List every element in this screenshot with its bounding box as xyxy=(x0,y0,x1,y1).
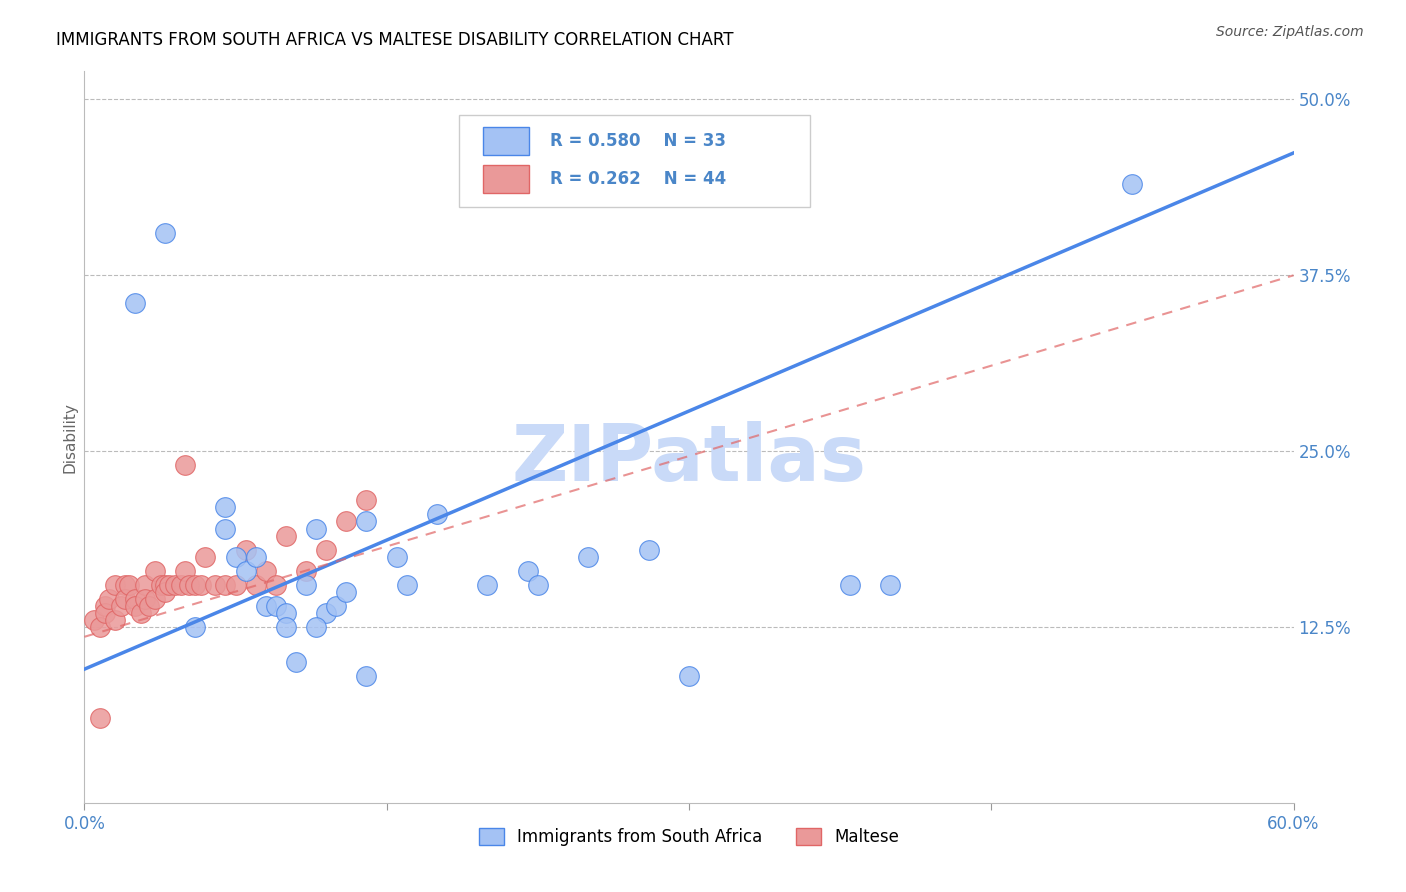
Point xyxy=(305,521,328,535)
Point xyxy=(325,599,347,613)
Point xyxy=(264,578,287,592)
Point xyxy=(129,606,152,620)
Point xyxy=(527,578,550,592)
Point xyxy=(179,578,201,592)
Point xyxy=(516,564,538,578)
Point xyxy=(274,620,297,634)
Point xyxy=(235,564,257,578)
FancyBboxPatch shape xyxy=(484,127,529,154)
Text: ZIPatlas: ZIPatlas xyxy=(512,421,866,497)
Text: IMMIGRANTS FROM SOUTH AFRICA VS MALTESE DISABILITY CORRELATION CHART: IMMIGRANTS FROM SOUTH AFRICA VS MALTESE … xyxy=(56,31,734,49)
Point xyxy=(245,578,267,592)
Point xyxy=(104,613,127,627)
Point xyxy=(356,493,378,508)
Point xyxy=(83,613,105,627)
Point xyxy=(214,521,236,535)
Point xyxy=(138,599,160,613)
Point xyxy=(295,578,318,592)
Point xyxy=(93,606,115,620)
Point xyxy=(637,542,659,557)
Point xyxy=(124,599,146,613)
Text: Source: ZipAtlas.com: Source: ZipAtlas.com xyxy=(1216,25,1364,39)
Point xyxy=(174,564,197,578)
Legend: Immigrants from South Africa, Maltese: Immigrants from South Africa, Maltese xyxy=(472,822,905,853)
Point xyxy=(395,578,418,592)
Point xyxy=(190,578,212,592)
Point xyxy=(149,578,172,592)
Point xyxy=(356,669,378,683)
Point xyxy=(170,578,193,592)
Point xyxy=(477,578,499,592)
Point xyxy=(1121,177,1143,191)
Text: R = 0.262    N = 44: R = 0.262 N = 44 xyxy=(550,169,725,188)
Point xyxy=(426,508,449,522)
Point xyxy=(235,542,257,557)
Point xyxy=(143,564,166,578)
Point xyxy=(214,578,236,592)
Point xyxy=(89,711,111,725)
Y-axis label: Disability: Disability xyxy=(62,401,77,473)
Point xyxy=(254,599,277,613)
Point xyxy=(89,620,111,634)
FancyBboxPatch shape xyxy=(484,165,529,193)
Point xyxy=(153,226,176,240)
Point xyxy=(114,578,136,592)
Point xyxy=(315,606,337,620)
Point xyxy=(254,564,277,578)
Point xyxy=(104,578,127,592)
Point xyxy=(879,578,901,592)
Point xyxy=(225,578,247,592)
Point xyxy=(153,584,176,599)
Point xyxy=(124,591,146,606)
Point xyxy=(245,549,267,564)
Point xyxy=(184,578,207,592)
Point xyxy=(194,549,217,564)
Point xyxy=(576,549,599,564)
Point xyxy=(143,591,166,606)
Point xyxy=(214,500,236,515)
Point xyxy=(385,549,408,564)
Point xyxy=(225,549,247,564)
Point xyxy=(165,578,187,592)
Point xyxy=(118,578,141,592)
Point xyxy=(204,578,226,592)
Point xyxy=(153,578,176,592)
Point xyxy=(356,515,378,529)
Point xyxy=(315,542,337,557)
Point xyxy=(305,620,328,634)
Text: R = 0.580    N = 33: R = 0.580 N = 33 xyxy=(550,132,725,150)
Point xyxy=(124,296,146,310)
Point xyxy=(839,578,862,592)
Point xyxy=(285,655,308,669)
Point xyxy=(335,584,357,599)
Point xyxy=(157,578,180,592)
Point xyxy=(184,620,207,634)
Point xyxy=(335,515,357,529)
Point xyxy=(274,606,297,620)
Point xyxy=(174,458,197,473)
Point xyxy=(93,599,115,613)
Point xyxy=(134,578,156,592)
Point xyxy=(274,528,297,542)
Point xyxy=(114,591,136,606)
Point xyxy=(678,669,700,683)
Point xyxy=(295,564,318,578)
Point xyxy=(134,591,156,606)
Point xyxy=(97,591,120,606)
FancyBboxPatch shape xyxy=(460,115,810,207)
Point xyxy=(110,599,132,613)
Point xyxy=(264,599,287,613)
